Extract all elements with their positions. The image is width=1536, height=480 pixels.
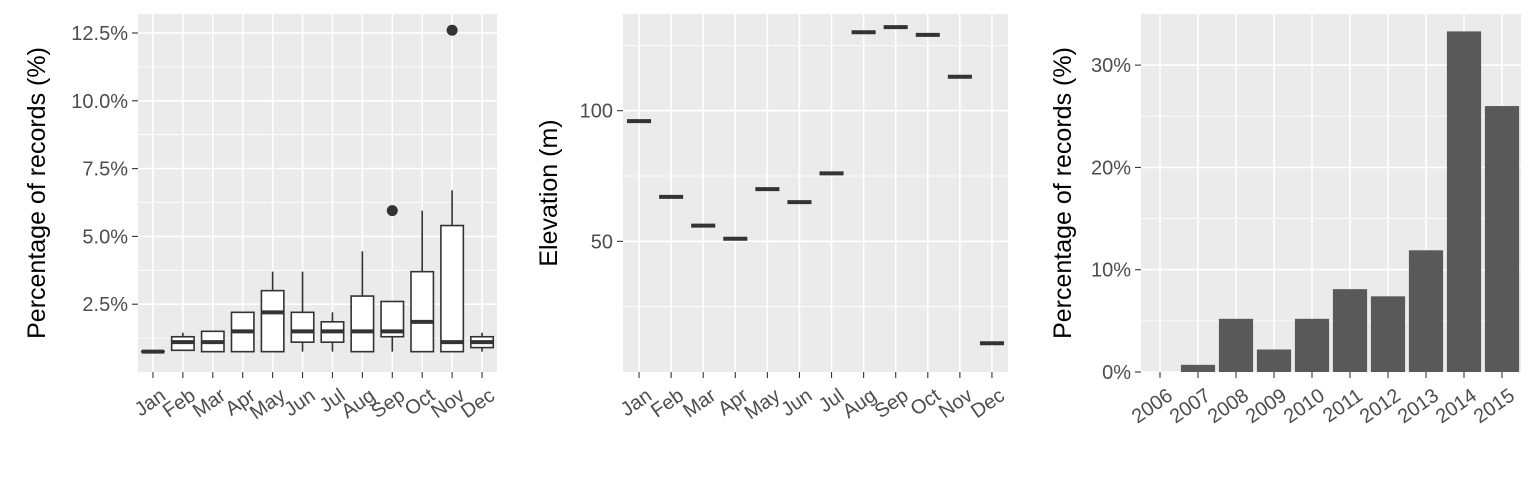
year-bar — [1218, 318, 1254, 372]
monthly-elevation-panel: 50100JanFebMarAprMayJunJulAugSepOctNovDe… — [535, 14, 1009, 424]
x-tick-label: Jun — [777, 385, 816, 422]
y-tick-label: 0% — [1102, 362, 1131, 384]
y-tick-label: 30% — [1091, 55, 1131, 77]
y-axis-title: Percentage of records (%) — [1049, 47, 1077, 339]
yearly-records-bar-panel: 0%10%20%30%20062007200820092010201120122… — [1049, 14, 1521, 428]
y-tick-label: 20% — [1091, 157, 1131, 179]
year-bar — [1408, 250, 1444, 372]
y-tick-label: 50 — [591, 231, 613, 253]
y-tick-label: 100 — [580, 101, 613, 123]
box-outlier-point — [446, 24, 458, 36]
year-bar — [1294, 318, 1330, 372]
box-body — [290, 311, 315, 343]
year-bar — [1180, 364, 1216, 372]
x-tick-label: 2015 — [1470, 385, 1519, 429]
year-bar — [1446, 31, 1482, 372]
y-tick-label: 2.5% — [82, 294, 128, 316]
box-outlier-point — [386, 205, 398, 217]
x-tick-label: 2011 — [1319, 385, 1367, 428]
panel-background — [623, 14, 1008, 372]
year-bar — [1484, 106, 1520, 373]
box-body — [380, 300, 405, 338]
monthly-records-boxplot-panel: 2.5%5.0%7.5%10.0%12.5%JanFebMarAprMayJun… — [23, 14, 499, 424]
y-tick-label: 5.0% — [82, 226, 128, 248]
year-bar — [1256, 349, 1292, 372]
box-body — [350, 295, 375, 353]
box-body — [410, 270, 435, 353]
x-tick-label: Jun — [280, 385, 319, 422]
y-axis-title: Percentage of records (%) — [23, 47, 51, 339]
year-bar — [1332, 289, 1368, 372]
y-tick-label: 10% — [1091, 260, 1131, 282]
y-tick-label: 10.0% — [71, 91, 128, 113]
y-tick-label: 12.5% — [71, 23, 128, 45]
panel-background — [138, 14, 497, 372]
y-tick-label: 7.5% — [82, 159, 128, 181]
box-body — [260, 289, 285, 353]
year-bar — [1370, 296, 1406, 372]
y-axis-title: Elevation (m) — [535, 119, 563, 266]
box-body — [440, 224, 465, 353]
x-tick-label: Dec — [457, 385, 499, 423]
x-tick-label: Dec — [967, 385, 1009, 423]
